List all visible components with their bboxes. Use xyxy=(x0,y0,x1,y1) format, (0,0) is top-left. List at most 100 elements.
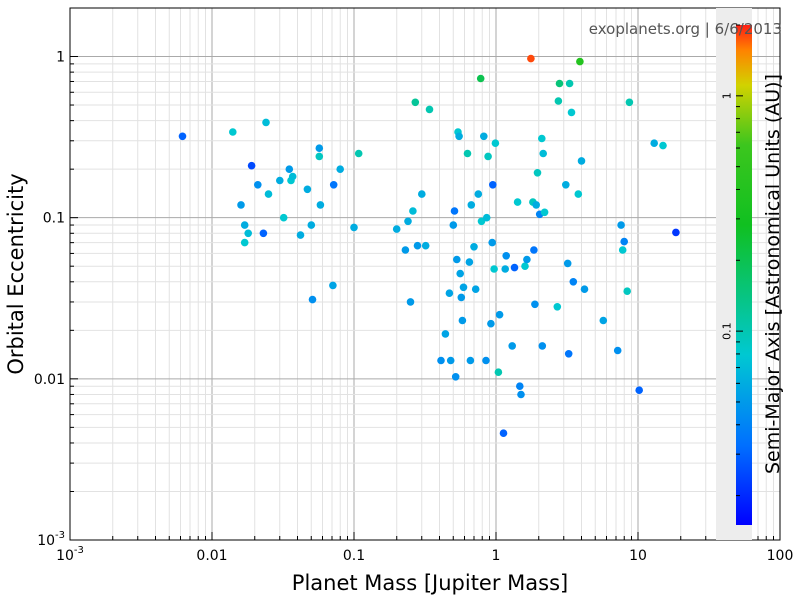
data-point[interactable] xyxy=(392,225,401,233)
data-point[interactable] xyxy=(316,201,325,209)
data-point[interactable] xyxy=(482,213,491,222)
data-point[interactable] xyxy=(453,255,461,264)
data-point[interactable] xyxy=(264,190,273,198)
data-point[interactable] xyxy=(296,231,305,239)
data-point[interactable] xyxy=(307,221,316,229)
data-point[interactable] xyxy=(409,207,417,215)
data-point[interactable] xyxy=(502,252,511,260)
data-point[interactable] xyxy=(308,295,317,304)
data-point[interactable] xyxy=(450,207,459,215)
data-point[interactable] xyxy=(240,238,249,247)
data-point[interactable] xyxy=(484,152,492,161)
data-point[interactable] xyxy=(672,228,680,237)
data-point[interactable] xyxy=(553,303,562,311)
data-point[interactable] xyxy=(650,139,658,147)
data-point[interactable] xyxy=(538,134,546,143)
data-point[interactable] xyxy=(516,382,524,391)
data-point[interactable] xyxy=(474,190,483,198)
data-point[interactable] xyxy=(463,149,472,158)
data-point[interactable] xyxy=(470,243,478,251)
data-point[interactable] xyxy=(446,356,455,365)
data-point[interactable] xyxy=(279,213,288,222)
data-point[interactable] xyxy=(458,316,467,325)
data-point[interactable] xyxy=(487,319,495,328)
data-point[interactable] xyxy=(404,217,412,226)
data-point[interactable] xyxy=(455,132,463,141)
data-point[interactable] xyxy=(262,118,270,127)
data-point[interactable] xyxy=(445,289,454,298)
data-point[interactable] xyxy=(465,258,474,266)
data-point[interactable] xyxy=(563,259,572,268)
data-point[interactable] xyxy=(625,98,634,107)
data-point[interactable] xyxy=(562,181,570,189)
data-point[interactable] xyxy=(482,356,490,365)
data-point[interactable] xyxy=(613,346,622,355)
data-point[interactable] xyxy=(531,300,539,309)
data-point[interactable] xyxy=(530,246,538,254)
data-point[interactable] xyxy=(618,246,627,254)
data-point[interactable] xyxy=(508,342,516,350)
data-point[interactable] xyxy=(457,293,466,302)
data-point[interactable] xyxy=(247,161,256,170)
data-point[interactable] xyxy=(554,97,563,105)
data-point[interactable] xyxy=(451,373,460,381)
data-point[interactable] xyxy=(441,330,450,338)
data-point[interactable] xyxy=(329,181,338,189)
data-point[interactable] xyxy=(288,172,297,181)
data-point[interactable] xyxy=(491,139,500,147)
data-point[interactable] xyxy=(354,149,363,158)
data-point[interactable] xyxy=(456,269,465,278)
data-point[interactable] xyxy=(480,132,488,141)
data-point[interactable] xyxy=(259,229,268,238)
data-point[interactable] xyxy=(285,165,294,173)
data-point[interactable] xyxy=(538,342,547,350)
data-point[interactable] xyxy=(659,141,667,150)
data-point[interactable] xyxy=(580,285,589,294)
data-point[interactable] xyxy=(411,98,420,107)
data-point[interactable] xyxy=(253,181,262,189)
data-point[interactable] xyxy=(476,74,485,83)
data-point[interactable] xyxy=(499,429,508,438)
data-point[interactable] xyxy=(459,283,468,292)
data-point[interactable] xyxy=(567,108,576,117)
data-point[interactable] xyxy=(467,201,476,209)
data-point[interactable] xyxy=(513,198,522,206)
data-point[interactable] xyxy=(240,221,249,229)
data-point[interactable] xyxy=(501,265,510,273)
data-point[interactable] xyxy=(510,263,519,272)
data-point[interactable] xyxy=(449,221,458,229)
data-point[interactable] xyxy=(490,265,498,273)
data-point[interactable] xyxy=(421,241,430,250)
data-point[interactable] xyxy=(527,54,535,63)
data-point[interactable] xyxy=(488,238,497,247)
data-point[interactable] xyxy=(466,356,475,365)
data-point[interactable] xyxy=(489,181,497,189)
data-point[interactable] xyxy=(623,287,631,296)
data-point[interactable] xyxy=(401,246,410,254)
data-point[interactable] xyxy=(276,176,284,185)
data-point[interactable] xyxy=(635,386,643,395)
data-point[interactable] xyxy=(244,229,252,238)
data-point[interactable] xyxy=(565,79,574,88)
data-point[interactable] xyxy=(521,262,529,271)
data-point[interactable] xyxy=(523,255,531,264)
data-point[interactable] xyxy=(418,190,426,198)
data-point[interactable] xyxy=(495,310,504,319)
data-point[interactable] xyxy=(413,241,422,250)
data-point[interactable] xyxy=(178,132,187,141)
data-point[interactable] xyxy=(336,165,345,173)
data-point[interactable] xyxy=(540,208,549,217)
data-point[interactable] xyxy=(574,190,583,198)
data-point[interactable] xyxy=(599,316,608,325)
data-point[interactable] xyxy=(494,368,503,377)
data-point[interactable] xyxy=(229,128,237,136)
data-point[interactable] xyxy=(533,169,542,177)
data-point[interactable] xyxy=(564,350,573,358)
data-point[interactable] xyxy=(517,390,525,399)
data-point[interactable] xyxy=(406,298,415,306)
data-point[interactable] xyxy=(437,356,445,365)
data-point[interactable] xyxy=(315,144,324,152)
data-point[interactable] xyxy=(576,57,584,66)
data-point[interactable] xyxy=(620,237,628,246)
data-point[interactable] xyxy=(350,223,358,232)
